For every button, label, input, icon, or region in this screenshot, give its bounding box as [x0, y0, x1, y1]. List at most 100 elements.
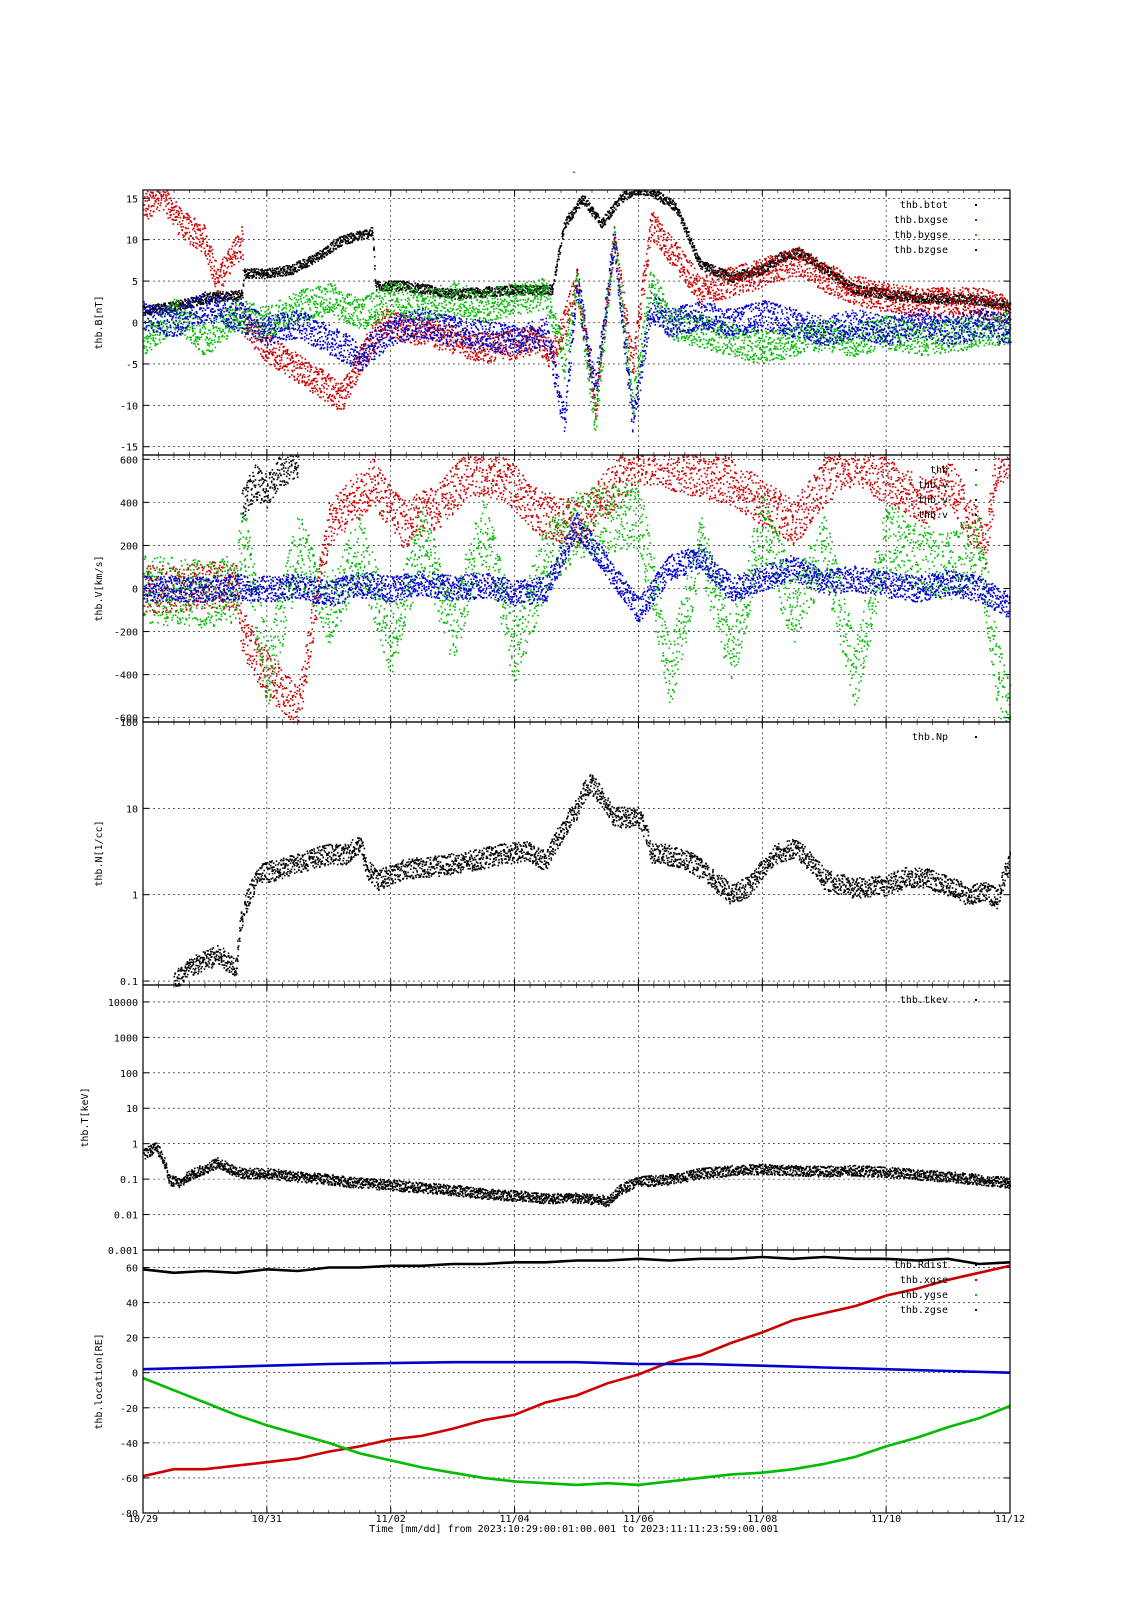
data-point [346, 387, 348, 389]
data-point [468, 295, 470, 297]
data-point [273, 347, 275, 349]
data-point [694, 247, 696, 249]
y-tick-label: 5 [132, 277, 138, 288]
data-point [196, 225, 198, 227]
data-point [348, 391, 350, 393]
data-point [941, 303, 943, 305]
data-point [346, 397, 348, 399]
y-tick-label: -5 [126, 360, 138, 371]
data-point [588, 204, 590, 206]
data-point [614, 207, 616, 209]
data-point [556, 270, 558, 272]
data-point [220, 271, 222, 273]
data-point [260, 275, 262, 277]
data-point [314, 378, 316, 380]
data-point [197, 238, 199, 240]
data-point [681, 218, 683, 220]
data-point [437, 292, 439, 294]
data-point [347, 376, 349, 378]
data-point [571, 218, 573, 220]
data-point [250, 275, 252, 277]
data-point [289, 376, 291, 378]
data-point [209, 245, 211, 247]
data-point [236, 243, 238, 245]
data-point [276, 272, 278, 274]
data-point [209, 259, 211, 261]
data-point [834, 279, 836, 281]
data-point [971, 295, 973, 297]
data-point [583, 196, 585, 198]
data-point [651, 195, 653, 197]
data-point [255, 346, 257, 348]
data-point [301, 380, 303, 382]
data-point [603, 225, 605, 227]
data-point [534, 289, 536, 291]
data-point [373, 353, 375, 355]
data-point [632, 193, 634, 195]
data-point [993, 301, 995, 303]
data-point [298, 376, 300, 378]
data-point [562, 232, 564, 234]
data-point [327, 400, 329, 402]
data-point [684, 231, 686, 233]
data-point [590, 210, 592, 212]
data-point [188, 218, 190, 220]
data-point [485, 295, 487, 297]
data-point [262, 351, 264, 353]
data-point [173, 219, 175, 221]
data-point [290, 353, 292, 355]
data-point [273, 354, 275, 356]
data-point [409, 326, 411, 328]
data-point [503, 294, 505, 296]
data-point [848, 284, 850, 286]
data-point [279, 368, 281, 370]
data-point [415, 282, 417, 284]
data-point [383, 329, 385, 331]
data-point [254, 347, 256, 349]
data-point [300, 374, 302, 376]
data-point [145, 200, 147, 202]
data-point [332, 251, 334, 253]
data-point [164, 200, 166, 202]
data-point [933, 299, 935, 301]
data-point [418, 330, 420, 332]
data-point [179, 305, 181, 307]
data-point [615, 209, 617, 211]
data-point [279, 356, 281, 358]
data-point [305, 368, 307, 370]
data-point [297, 373, 299, 375]
data-point [844, 284, 846, 286]
data-point [205, 238, 207, 240]
data-point [734, 272, 736, 274]
data-point [888, 293, 890, 295]
data-point [335, 244, 337, 246]
data-point [200, 244, 202, 246]
data-point [224, 281, 226, 283]
data-point [489, 291, 491, 293]
data-point [328, 385, 330, 387]
data-point [694, 254, 696, 256]
data-point [273, 270, 275, 272]
data-point [610, 212, 612, 214]
data-point [216, 283, 218, 285]
data-point [767, 268, 769, 270]
data-point [295, 267, 297, 269]
data-point [265, 351, 267, 353]
data-point [156, 208, 158, 210]
data-point [284, 268, 286, 270]
data-point [296, 362, 298, 364]
data-point [272, 349, 274, 351]
data-point [163, 194, 165, 196]
data-point [550, 291, 552, 293]
data-point [418, 328, 420, 330]
data-point [202, 233, 204, 235]
data-point [511, 291, 513, 293]
data-point [399, 290, 401, 292]
data-point [357, 231, 359, 233]
data-point [706, 270, 708, 272]
data-point [715, 266, 717, 268]
data-point [553, 283, 555, 285]
data-point [339, 243, 341, 245]
data-point [552, 288, 554, 290]
data-point [267, 341, 269, 343]
